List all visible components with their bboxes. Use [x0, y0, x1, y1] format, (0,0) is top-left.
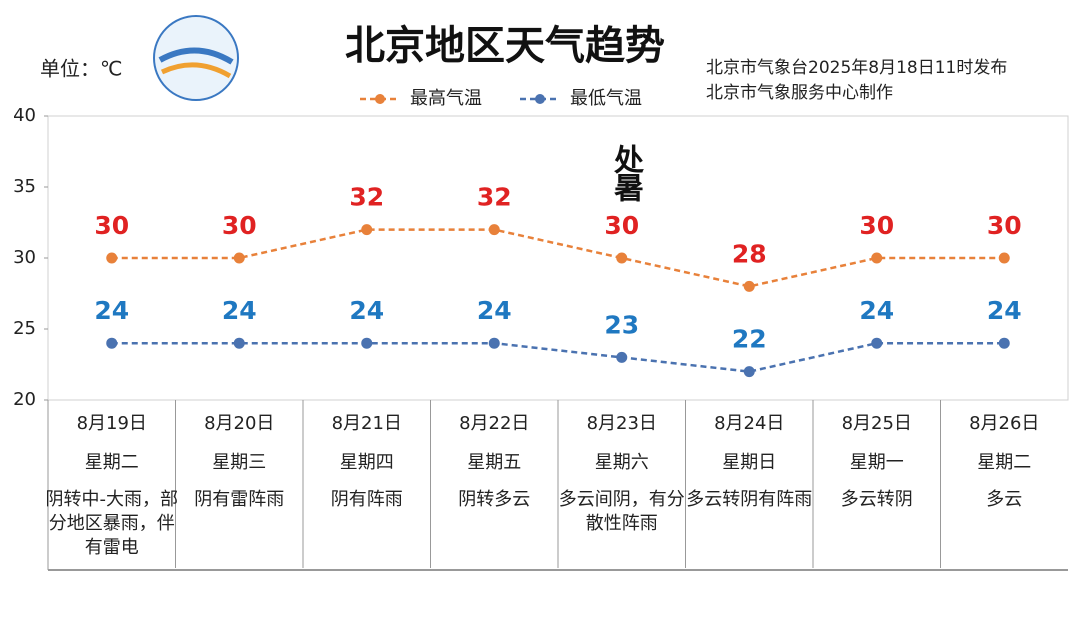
y-tick-label: 25 [13, 318, 36, 339]
data-point [106, 337, 118, 349]
legend-label: 最高气温 [410, 88, 482, 109]
unit-label: 单位：℃ [40, 57, 122, 81]
logo [153, 15, 239, 101]
data-label: 32 [349, 183, 384, 212]
data-point [616, 351, 628, 363]
data-point [488, 224, 500, 236]
legend-marker [535, 94, 545, 104]
data-label: 32 [477, 183, 512, 212]
weather-label: 多云 [986, 489, 1023, 510]
data-label: 23 [604, 310, 639, 339]
data-point [233, 252, 245, 264]
data-label: 30 [94, 211, 129, 240]
weekday-label: 星期四 [339, 452, 394, 473]
publisher: 北京市气象服务中心制作 [706, 83, 893, 103]
data-label: 24 [987, 296, 1022, 325]
data-label: 24 [222, 296, 257, 325]
x-tick-label: 8月24日 [714, 413, 785, 434]
y-tick-label: 40 [13, 105, 36, 126]
data-point [233, 337, 245, 349]
weather-label: 阴有阵雨 [330, 489, 403, 510]
data-point [998, 337, 1010, 349]
chart-title: 北京地区天气趋势 [345, 23, 665, 69]
weather-label: 阴转多云 [458, 489, 531, 510]
data-label: 24 [477, 296, 512, 325]
weather-label: 阴转中-大雨，部分地区暴雨，伴有雷电 [45, 489, 179, 558]
legend-marker [375, 94, 385, 104]
data-label: 22 [732, 325, 767, 354]
data-label: 28 [732, 239, 767, 268]
series-line [111, 341, 1005, 373]
y-tick-label: 20 [13, 389, 36, 410]
y-tick-label: 30 [13, 247, 36, 268]
data-point [871, 337, 883, 349]
data-label: 30 [222, 211, 257, 240]
data-point [998, 252, 1010, 264]
data-point [616, 252, 628, 264]
x-tick-label: 8月20日 [204, 413, 275, 434]
weekday-label: 星期三 [212, 452, 267, 473]
data-point [488, 337, 500, 349]
weekday-label: 星期五 [467, 452, 522, 473]
data-label: 30 [859, 211, 894, 240]
data-label: 24 [94, 296, 129, 325]
weekday-label: 星期二 [84, 452, 139, 473]
weather-label: 多云转阴 [840, 489, 913, 510]
data-point [361, 337, 373, 349]
x-tick-label: 8月22日 [459, 413, 530, 434]
data-label: 30 [987, 211, 1022, 240]
annotation: 处暑 [608, 144, 645, 202]
x-tick-label: 8月23日 [586, 413, 657, 434]
weather-label: 多云转阴有阵雨 [686, 489, 813, 510]
x-tick-label: 8月21日 [331, 413, 402, 434]
weather-label: 阴有雷阵雨 [194, 489, 285, 510]
data-label: 24 [859, 296, 894, 325]
data-point [361, 224, 373, 236]
weekday-label: 星期一 [849, 452, 904, 473]
x-tick-label: 8月19日 [76, 413, 147, 434]
publisher: 北京市气象台2025年8月18日11时发布 [706, 58, 1007, 78]
weather-label: 多云间阴，有分散性阵雨 [558, 489, 685, 534]
x-tick-label: 8月26日 [969, 413, 1040, 434]
series-line [111, 228, 1005, 288]
data-label: 24 [349, 296, 384, 325]
weekday-label: 星期二 [977, 452, 1032, 473]
legend-label: 最低气温 [570, 88, 642, 109]
data-point [743, 280, 755, 292]
x-tick-label: 8月25日 [841, 413, 912, 434]
data-point [743, 366, 755, 378]
data-point [106, 252, 118, 264]
weekday-label: 星期日 [722, 452, 777, 473]
weekday-label: 星期六 [594, 452, 649, 473]
y-tick-label: 35 [13, 176, 36, 197]
data-label: 30 [604, 211, 639, 240]
data-point [871, 252, 883, 264]
